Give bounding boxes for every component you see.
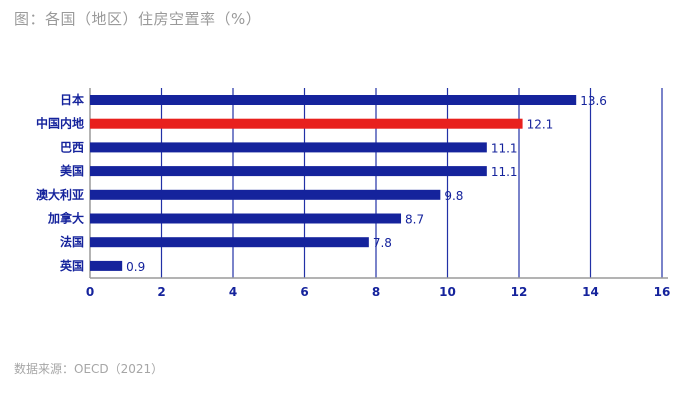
x-tick-label: 2 xyxy=(157,285,165,299)
category-label: 澳大利亚 xyxy=(36,187,84,202)
x-tick-label: 12 xyxy=(511,285,528,299)
bar xyxy=(90,118,523,129)
x-tick-label: 0 xyxy=(86,285,94,299)
x-tick-label: 10 xyxy=(439,285,456,299)
category-label: 日本 xyxy=(60,92,84,107)
bar xyxy=(90,213,402,224)
x-tick-label: 8 xyxy=(372,285,380,299)
data-source-note: 数据来源：OECD（2021） xyxy=(14,362,164,376)
chart-title: 图：各国（地区）住房空置率（%） xyxy=(14,10,262,28)
category-label: 中国内地 xyxy=(36,116,84,131)
value-label: 12.1 xyxy=(527,118,554,132)
bar xyxy=(90,142,487,153)
category-label: 巴西 xyxy=(60,140,84,154)
category-label: 美国 xyxy=(60,163,84,178)
value-label: 7.8 xyxy=(373,236,392,250)
bar xyxy=(90,260,123,271)
value-label: 0.9 xyxy=(126,260,145,274)
category-label: 加拿大 xyxy=(47,211,84,226)
bar-chart: 0 2 4 6 8 10 12 14 16 日本 13.6 中国内地 12.1 巴西 11.1 美国 11.1 澳… xyxy=(36,88,671,299)
value-label: 13.6 xyxy=(580,94,607,108)
bar xyxy=(90,189,441,200)
category-label: 法国 xyxy=(60,234,84,249)
bar xyxy=(90,95,577,105)
category-label: 英国 xyxy=(60,258,84,273)
x-tick-label: 16 xyxy=(654,285,671,299)
x-tick-label: 6 xyxy=(300,285,308,299)
x-tick-label: 14 xyxy=(582,285,599,299)
value-label: 11.1 xyxy=(491,165,518,179)
value-label: 8.7 xyxy=(405,213,424,227)
value-label: 9.8 xyxy=(444,189,463,203)
bar xyxy=(90,237,369,248)
value-label: 11.1 xyxy=(491,141,518,155)
x-tick-label: 4 xyxy=(229,285,237,299)
bar xyxy=(90,166,487,177)
